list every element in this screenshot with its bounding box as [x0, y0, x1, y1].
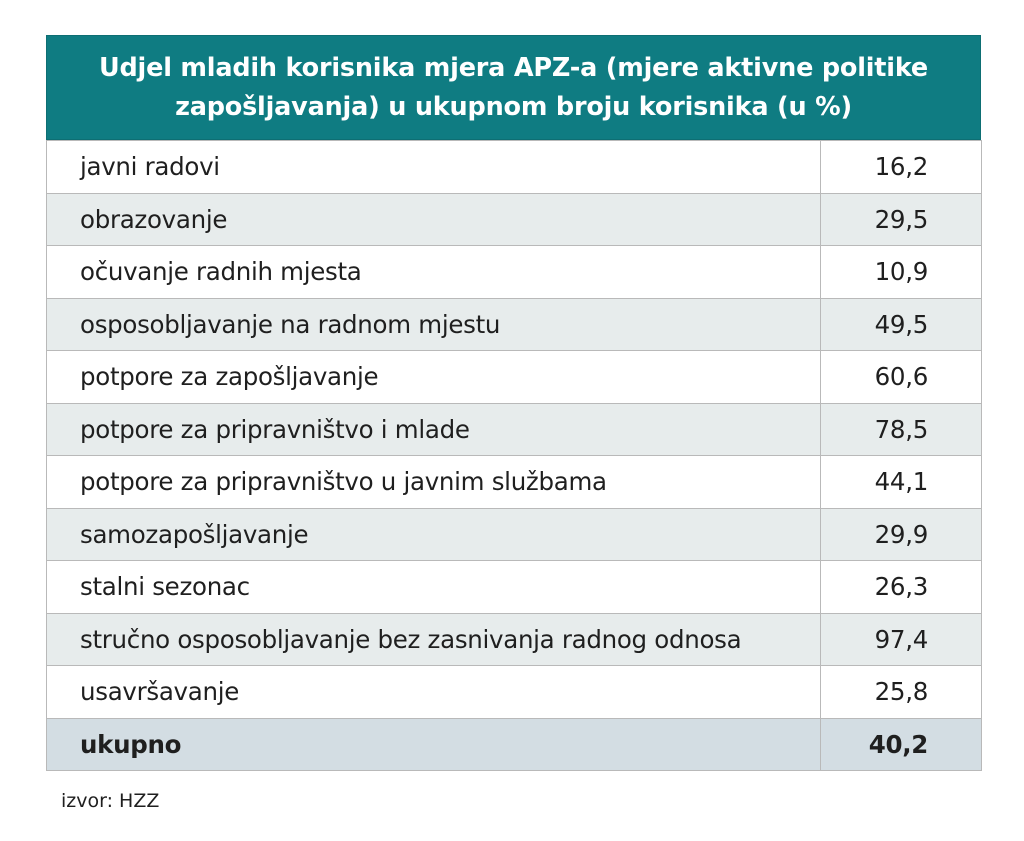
table-row: samozapošljavanje 29,9	[46, 507, 982, 561]
table-row: potpore za pripravništvo i mlade 78,5	[46, 402, 982, 456]
table-row: osposobljavanje na radnom mjestu 49,5	[46, 297, 982, 351]
row-label: potpore za pripravništvo u javnim služba…	[46, 455, 821, 509]
row-value: 97,4	[820, 612, 982, 666]
row-value: 49,5	[820, 297, 982, 351]
table-row: usavršavanje 25,8	[46, 665, 982, 719]
table-row: stručno osposobljavanje bez zasnivanja r…	[46, 612, 982, 666]
table-row: potpore za pripravništvo u javnim služba…	[46, 455, 982, 509]
row-value: 16,2	[820, 140, 982, 194]
row-value: 60,6	[820, 350, 982, 404]
row-label: javni radovi	[46, 140, 821, 194]
row-value: 25,8	[820, 665, 982, 719]
row-value: 44,1	[820, 455, 982, 509]
total-label: ukupno	[46, 717, 821, 771]
total-row: ukupno 40,2	[46, 717, 982, 771]
table-body: javni radovi 16,2 obrazovanje 29,5 očuvanje …	[46, 140, 982, 771]
row-value: 26,3	[820, 560, 982, 614]
table-header: Udjel mladih korisnika mjera APZ-a (mjer…	[46, 35, 981, 140]
row-label: samozapošljavanje	[46, 507, 821, 561]
table-row: potpore za zapošljavanje 60,6	[46, 350, 982, 404]
table-title: Udjel mladih korisnika mjera APZ-a (mjer…	[99, 52, 928, 122]
table-row: očuvanje radnih mjesta 10,9	[46, 245, 982, 299]
table-row: javni radovi 16,2	[46, 140, 982, 194]
data-table: Udjel mladih korisnika mjera APZ-a (mjer…	[46, 35, 982, 771]
row-label: osposobljavanje na radnom mjestu	[46, 297, 821, 351]
table-row: obrazovanje 29,5	[46, 192, 982, 246]
total-value: 40,2	[820, 717, 982, 771]
row-label: usavršavanje	[46, 665, 821, 719]
row-label: očuvanje radnih mjesta	[46, 245, 821, 299]
row-value: 29,5	[820, 192, 982, 246]
row-value: 29,9	[820, 507, 982, 561]
row-label: potpore za zapošljavanje	[46, 350, 821, 404]
row-label: obrazovanje	[46, 192, 821, 246]
row-value: 10,9	[820, 245, 982, 299]
source-note: izvor: HZZ	[61, 790, 160, 812]
table-row: stalni sezonac 26,3	[46, 560, 982, 614]
row-label: stalni sezonac	[46, 560, 821, 614]
row-value: 78,5	[820, 402, 982, 456]
row-label: stručno osposobljavanje bez zasnivanja r…	[46, 612, 821, 666]
row-label: potpore za pripravništvo i mlade	[46, 402, 821, 456]
